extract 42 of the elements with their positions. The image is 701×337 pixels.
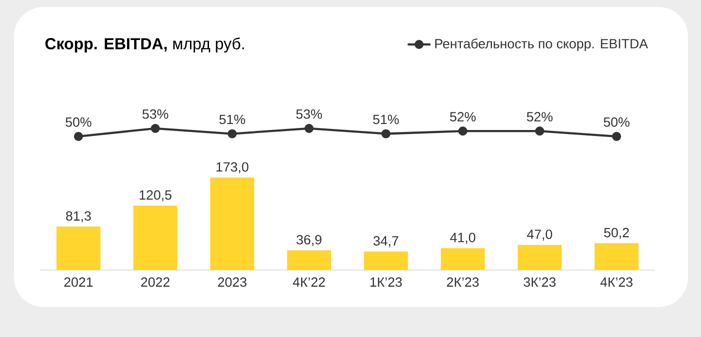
- bar: [594, 243, 639, 270]
- bar: [56, 226, 100, 270]
- point: [535, 126, 544, 136]
- bar: [133, 206, 178, 270]
- legend-label: Рентабельность по скорр. EBITDA: [435, 38, 648, 52]
- x-tick-label: 2023: [218, 277, 246, 287]
- x-tick-label: 2022: [141, 277, 170, 287]
- data-label: 50,2: [604, 228, 629, 239]
- bar: [518, 244, 562, 270]
- point: [381, 129, 390, 138]
- data-label: 173,0: [216, 162, 248, 174]
- x-tick-label: 4К’23: [600, 277, 632, 287]
- x-tick-label: 1К’23: [370, 277, 402, 287]
- data-label: 50%: [604, 117, 630, 127]
- point: [304, 124, 314, 133]
- data-label: 47,0: [527, 230, 552, 241]
- data-label: 41,0: [450, 232, 476, 244]
- data-label: 81,3: [66, 211, 91, 222]
- data-label: 51%: [219, 114, 246, 124]
- point: [612, 132, 622, 141]
- data-label: 36,9: [296, 234, 322, 246]
- bar: [364, 251, 408, 270]
- data-label: 52%: [526, 112, 553, 122]
- bar: [440, 248, 485, 270]
- data-label: 51%: [373, 114, 399, 124]
- point: [150, 124, 160, 133]
- data-label: 53%: [142, 109, 168, 119]
- point: [458, 126, 468, 136]
- point: [74, 132, 83, 141]
- point: [228, 129, 237, 138]
- bar: [210, 178, 254, 270]
- x-tick-label: 4К’22: [292, 277, 325, 287]
- chart-title: Скорр. EBITDA, млрд руб.: [45, 37, 244, 53]
- x-tick-label: 2К’23: [446, 277, 479, 287]
- data-label: 53%: [296, 109, 322, 119]
- data-label: 52%: [450, 112, 476, 122]
- bar: [287, 250, 332, 270]
- x-tick-label: 2021: [64, 277, 93, 287]
- data-label: 50%: [66, 117, 92, 127]
- x-tick-label: 3К’23: [524, 277, 556, 287]
- data-label: 120,5: [140, 190, 172, 202]
- data-label: 34,7: [373, 236, 398, 248]
